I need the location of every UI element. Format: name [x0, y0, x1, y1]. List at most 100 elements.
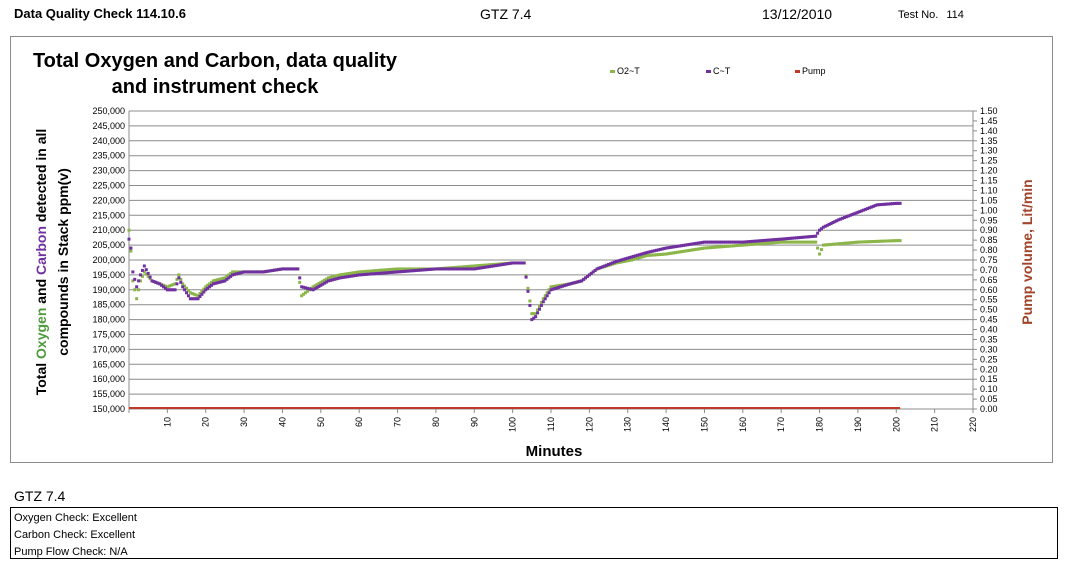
data-point: [511, 261, 515, 265]
data-point: [890, 239, 894, 243]
data-point: [812, 234, 816, 238]
data-point: [225, 274, 229, 278]
data-point: [169, 283, 173, 287]
data-point: [816, 231, 820, 235]
data-point: [695, 241, 699, 245]
x-tick-label: 20: [201, 417, 211, 427]
test-number-label: Test No.: [898, 9, 939, 21]
data-point: [158, 282, 162, 286]
data-point: [672, 251, 676, 255]
data-point: [490, 264, 494, 268]
data-point: [192, 292, 196, 296]
data-point: [175, 282, 179, 286]
data-point: [785, 240, 789, 244]
data-point: [666, 252, 670, 256]
data-point: [252, 270, 256, 274]
data-point: [305, 286, 309, 290]
data-point: [578, 279, 582, 283]
data-point: [741, 240, 745, 244]
data-point: [789, 236, 793, 240]
oxygen-check-result: Oxygen Check: Excellent: [14, 512, 137, 524]
data-point: [839, 217, 843, 221]
data-point: [869, 240, 873, 244]
data-point: [858, 210, 862, 214]
data-point: [655, 253, 658, 257]
data-point: [704, 240, 708, 244]
data-point: [616, 261, 620, 265]
x-tick-label: 140: [661, 417, 671, 432]
data-point: [643, 251, 647, 255]
data-point: [798, 235, 802, 239]
data-point: [599, 265, 603, 269]
data-point: [536, 308, 540, 312]
data-point: [896, 201, 900, 205]
data-point: [772, 238, 776, 242]
data-point: [202, 287, 206, 291]
data-point: [286, 267, 290, 271]
data-point: [499, 263, 503, 267]
data-point: [867, 206, 871, 210]
report-title: Data Quality Check 114.10.6: [14, 6, 186, 21]
data-point: [804, 240, 808, 244]
data-point: [748, 243, 752, 247]
data-point: [802, 235, 806, 239]
data-point: [898, 239, 902, 243]
data-point: [534, 312, 538, 316]
data-point: [503, 262, 507, 266]
data-point: [417, 268, 421, 272]
data-point: [866, 207, 869, 211]
data-point: [679, 244, 683, 248]
data-point: [867, 240, 871, 244]
data-point: [543, 297, 547, 301]
data-point: [223, 279, 227, 283]
data-point: [735, 244, 739, 248]
data-point: [760, 239, 764, 243]
data-point: [183, 284, 187, 288]
data-point: [716, 245, 720, 249]
data-point: [835, 219, 839, 223]
data-point: [850, 241, 854, 245]
data-point: [436, 267, 440, 271]
y2-tick-label: 0.65: [980, 275, 998, 285]
data-point: [689, 248, 693, 252]
data-point: [647, 250, 651, 254]
data-point: [620, 258, 624, 262]
data-point: [211, 279, 215, 283]
data-point: [407, 269, 411, 273]
legend-swatch-o2: [610, 70, 615, 74]
data-point: [660, 252, 664, 256]
data-point: [747, 240, 751, 244]
data-point: [194, 293, 198, 297]
data-point: [171, 283, 175, 287]
legend-label-carbon: C~T: [713, 66, 731, 76]
data-point: [388, 271, 392, 275]
data-point: [864, 207, 868, 211]
data-point: [467, 267, 471, 271]
data-point: [760, 242, 764, 246]
data-point: [363, 272, 367, 276]
data-point: [555, 286, 559, 290]
data-point: [862, 208, 866, 212]
data-point: [714, 245, 718, 249]
data-point: [465, 265, 469, 269]
data-point: [179, 280, 183, 284]
data-point: [754, 239, 758, 243]
data-point: [731, 244, 735, 248]
data-point: [773, 241, 777, 245]
data-point: [277, 268, 281, 272]
data-point: [766, 241, 770, 245]
data-point: [534, 315, 538, 319]
y2-tick-label: 0.00: [980, 404, 998, 414]
data-point: [307, 287, 311, 291]
y2-tick-label: 0.85: [980, 235, 998, 245]
data-point: [818, 228, 822, 232]
data-point: [328, 275, 332, 279]
data-point: [722, 240, 726, 244]
data-point: [209, 280, 213, 284]
x-tick-label: 150: [699, 417, 709, 432]
data-point: [227, 273, 231, 277]
data-point: [637, 256, 641, 260]
y2-tick-label: 1.40: [980, 126, 998, 136]
data-point: [426, 268, 430, 272]
